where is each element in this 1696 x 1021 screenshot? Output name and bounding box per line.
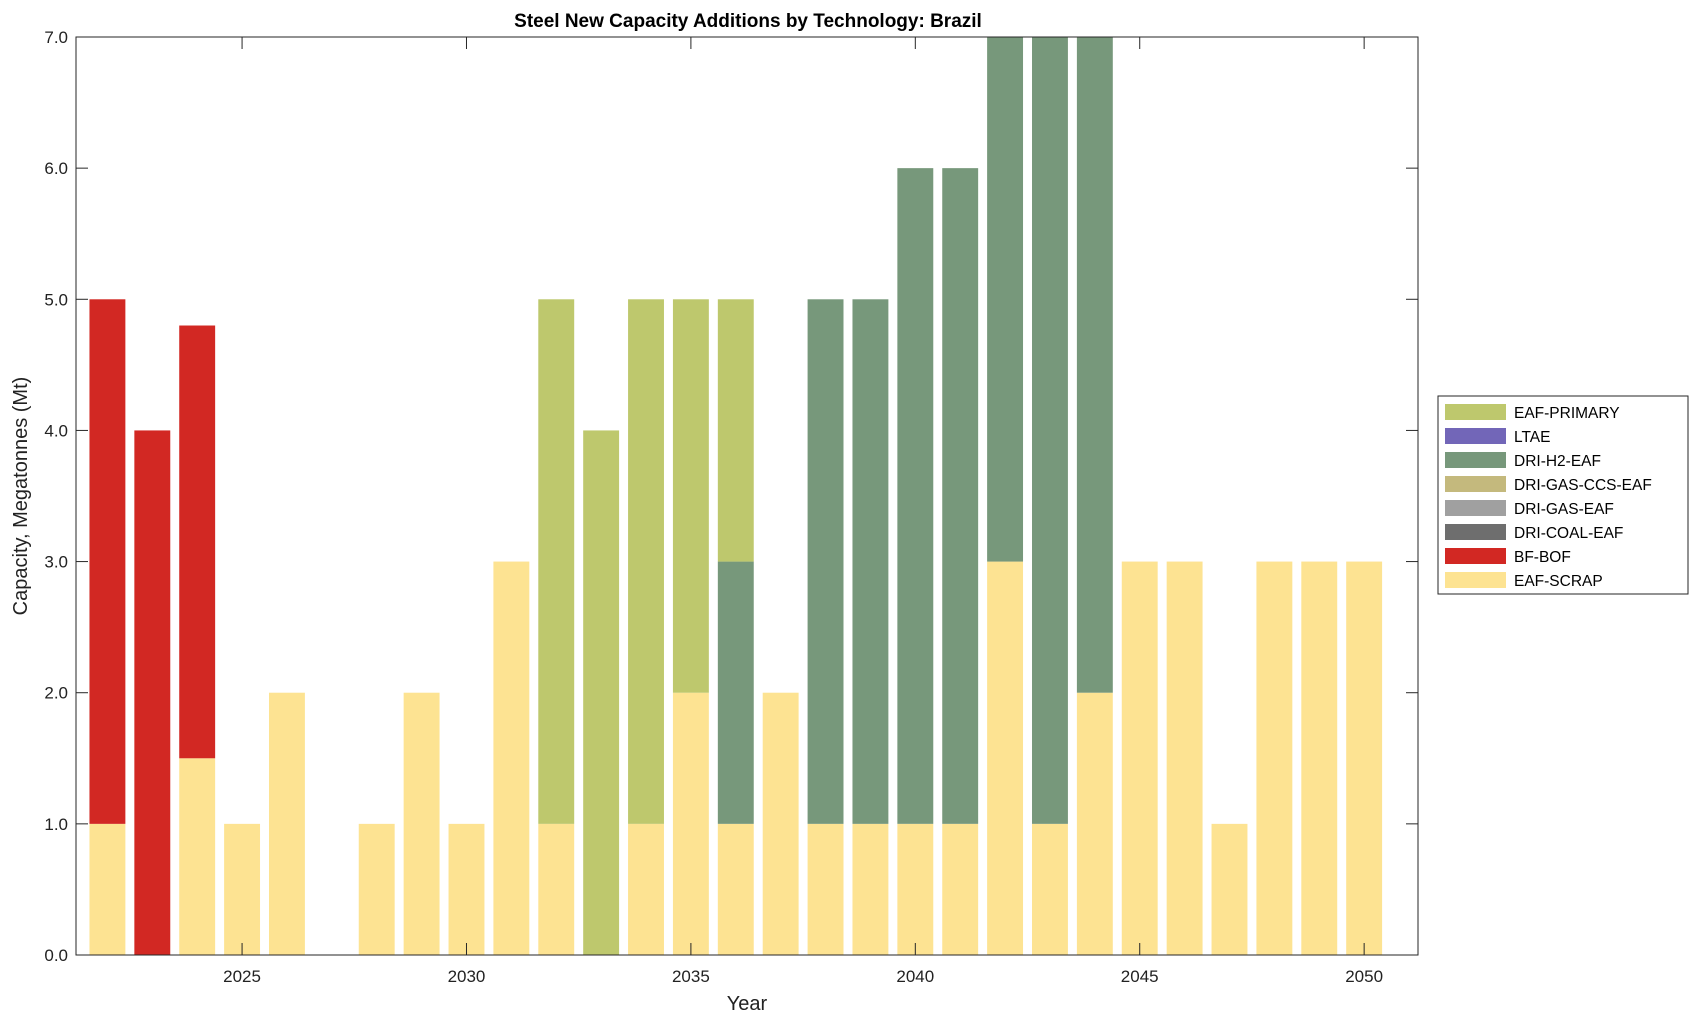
bar-dri-h2-eaf-2042 xyxy=(987,37,1024,562)
x-tick-label: 2050 xyxy=(1345,967,1383,986)
x-tick-label: 2040 xyxy=(896,967,934,986)
bar-bf-bof-2024 xyxy=(179,325,216,759)
y-axis: 0.0 1.0 2.0 3.0 4.0 5.0 6.0 7.0 xyxy=(44,28,1418,965)
bar-dri-h2-eaf-2044 xyxy=(1076,37,1113,693)
bar-dri-h2-eaf-2039 xyxy=(852,299,889,824)
bar-eaf-scrap-2040 xyxy=(897,823,934,955)
bar-eaf-scrap-2034 xyxy=(628,823,664,955)
bar-eaf-scrap-2039 xyxy=(852,823,889,955)
bar-eaf-scrap-2028 xyxy=(358,823,395,955)
bar-eaf-scrap-2042 xyxy=(987,561,1024,955)
y-tick-label: 7.0 xyxy=(44,28,68,47)
y-tick-label: 1.0 xyxy=(44,815,68,834)
legend-label-bf-bof: BF-BOF xyxy=(1514,549,1571,566)
legend-swatch-ltae xyxy=(1445,428,1506,444)
bar-dri-h2-eaf-2040 xyxy=(897,168,934,824)
bar-eaf-scrap-2032 xyxy=(538,823,575,955)
y-tick-label: 3.0 xyxy=(44,553,68,572)
bar-eaf-primary-2034 xyxy=(628,299,664,824)
bar-eaf-scrap-2030 xyxy=(448,823,485,955)
y-tick-label: 4.0 xyxy=(44,421,68,440)
legend-label-dri-coal-eaf: DRI-COAL-EAF xyxy=(1514,525,1623,542)
x-axis: 2025 2030 2035 2040 2045 2050 xyxy=(223,37,1383,986)
bar-eaf-scrap-2035 xyxy=(672,692,709,955)
plot-frame xyxy=(75,36,1419,956)
bar-eaf-primary-2035 xyxy=(672,299,709,693)
y-axis-label: Capacity, Megatonnes (Mt) xyxy=(10,377,32,616)
bar-eaf-primary-2036 xyxy=(717,299,754,562)
bar-eaf-scrap-2046 xyxy=(1166,561,1203,955)
bar-eaf-scrap-2047 xyxy=(1211,823,1248,955)
legend-label-eaf-scrap: EAF-SCRAP xyxy=(1514,573,1603,590)
bar-bf-bof-2022 xyxy=(89,299,126,824)
x-tick-label: 2025 xyxy=(223,967,261,986)
bar-eaf-primary-2032 xyxy=(538,299,575,824)
bar-eaf-scrap-2050 xyxy=(1346,561,1383,955)
bar-dri-h2-eaf-2043 xyxy=(1032,37,1068,824)
x-axis-label: Year xyxy=(727,993,768,1015)
legend-swatch-dri-h2-eaf xyxy=(1445,452,1506,468)
bar-eaf-scrap-2049 xyxy=(1301,561,1338,955)
x-tick-label: 2035 xyxy=(672,967,710,986)
chart-title: Steel New Capacity Additions by Technolo… xyxy=(514,11,982,32)
y-tick-label: 2.0 xyxy=(44,684,68,703)
bar-eaf-scrap-2048 xyxy=(1256,561,1293,955)
bar-eaf-scrap-2045 xyxy=(1121,561,1158,955)
legend-swatch-bf-bof xyxy=(1445,548,1506,564)
legend-label-dri-gas-eaf: DRI-GAS-EAF xyxy=(1514,501,1614,518)
bar-dri-h2-eaf-2041 xyxy=(942,168,979,824)
legend-label-dri-h2-eaf: DRI-H2-EAF xyxy=(1514,453,1601,470)
legend-label-dri-gas-ccs-eaf: DRI-GAS-CCS-EAF xyxy=(1514,477,1652,494)
bar-eaf-scrap-2041 xyxy=(942,823,979,955)
bar-eaf-scrap-2025 xyxy=(224,823,261,955)
bar-bf-bof-2023 xyxy=(134,430,171,955)
legend-label-eaf-primary: EAF-PRIMARY xyxy=(1514,405,1620,422)
legend-swatch-dri-coal-eaf xyxy=(1445,524,1506,540)
legend-swatch-dri-gas-eaf xyxy=(1445,500,1506,516)
bar-eaf-scrap-2036 xyxy=(717,823,754,955)
bar-eaf-scrap-2044 xyxy=(1076,692,1113,955)
y-tick-label: 5.0 xyxy=(44,290,68,309)
y-tick-label: 6.0 xyxy=(44,159,68,178)
legend-swatch-dri-gas-ccs-eaf xyxy=(1445,476,1506,492)
bar-dri-h2-eaf-2038 xyxy=(807,299,844,824)
legend-label-ltae: LTAE xyxy=(1514,429,1550,446)
bar-eaf-scrap-2038 xyxy=(807,823,844,955)
bar-eaf-scrap-2024 xyxy=(179,758,216,955)
legend: EAF-PRIMARY LTAE DRI-H2-EAF DRI-GAS-CCS-EAF… xyxy=(1437,395,1689,595)
bar-eaf-scrap-2026 xyxy=(269,692,305,955)
bar-eaf-scrap-2037 xyxy=(762,692,799,955)
bar-eaf-scrap-2029 xyxy=(403,692,440,955)
bar-eaf-scrap-2022 xyxy=(89,823,126,955)
x-tick-label: 2030 xyxy=(448,967,486,986)
y-tick-label: 0.0 xyxy=(44,946,68,965)
x-tick-label: 2045 xyxy=(1121,967,1159,986)
legend-swatch-eaf-primary xyxy=(1445,404,1506,420)
legend-swatch-eaf-scrap xyxy=(1445,572,1506,588)
bar-eaf-scrap-2031 xyxy=(493,561,530,955)
bars-group xyxy=(89,37,1383,955)
bar-dri-h2-eaf-2036 xyxy=(717,561,754,824)
bar-eaf-scrap-2043 xyxy=(1032,823,1068,955)
bar-eaf-primary-2033 xyxy=(583,430,620,955)
